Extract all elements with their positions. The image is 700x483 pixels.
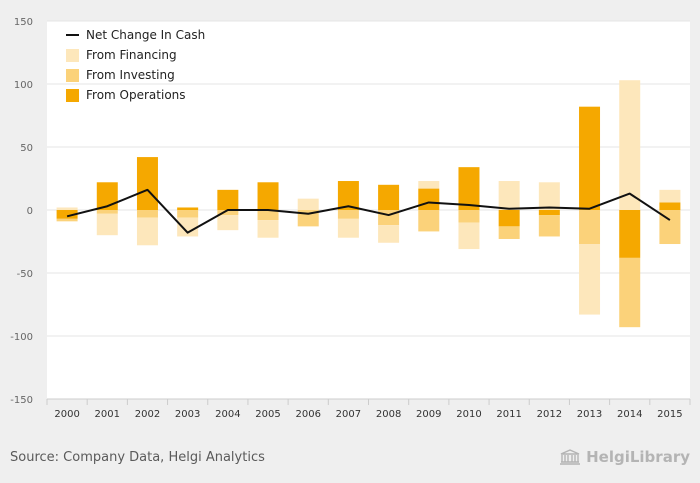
bar-from-investing-2000[interactable] [56, 218, 78, 222]
legend-label[interactable]: From Operations [86, 88, 186, 102]
library-building-icon [560, 449, 581, 465]
x-tick-label: 2013 [577, 409, 602, 420]
bar-from-financing-2002[interactable] [136, 217, 158, 246]
legend-label[interactable]: From Investing [86, 68, 175, 82]
legend-label[interactable]: From Financing [86, 48, 177, 62]
legend-swatch [66, 69, 79, 82]
x-tick-label: 2011 [496, 409, 521, 420]
bar-from-operations-2008[interactable] [378, 184, 400, 210]
bar-from-investing-2001[interactable] [96, 210, 118, 214]
x-tick-label: 2015 [657, 409, 682, 420]
legend-label[interactable]: Net Change In Cash [86, 28, 205, 42]
x-tick-label: 2000 [54, 409, 79, 420]
bar-from-operations-2011[interactable] [498, 210, 520, 227]
bar-from-financing-2000[interactable] [56, 207, 78, 210]
bar-from-financing-2006[interactable] [297, 198, 319, 210]
x-tick-label: 2001 [95, 409, 120, 420]
y-tick-label: 150 [14, 17, 33, 28]
bar-from-investing-2004[interactable] [217, 210, 239, 216]
bar-from-operations-2005[interactable] [257, 182, 279, 210]
bar-from-investing-2003[interactable] [177, 210, 199, 218]
bar-from-investing-2014[interactable] [619, 257, 641, 328]
bar-from-operations-2004[interactable] [217, 189, 239, 210]
bar-from-financing-2010[interactable] [458, 222, 480, 250]
net-change-line[interactable] [66, 188, 671, 234]
bar-from-operations-2015[interactable] [659, 202, 681, 210]
x-tick-label: 2006 [295, 409, 320, 420]
bar-from-financing-2004[interactable] [217, 215, 239, 231]
x-tick-label: 2012 [537, 409, 562, 420]
bar-from-financing-2001[interactable] [96, 213, 118, 236]
y-tick-label: -50 [17, 269, 33, 280]
bar-from-operations-2012[interactable] [538, 210, 560, 216]
bar-from-investing-2011[interactable] [498, 226, 520, 239]
bar-from-operations-2000[interactable] [56, 210, 78, 219]
brand-logo[interactable]: HelgiLibrary [559, 448, 690, 466]
bar-from-financing-2014[interactable] [619, 80, 641, 210]
y-tick-label: -100 [10, 332, 33, 343]
bar-from-investing-2002[interactable] [136, 210, 158, 218]
bar-from-financing-2012[interactable] [538, 182, 560, 210]
bar-from-operations-2003[interactable] [177, 207, 199, 210]
bar-from-investing-2007[interactable] [337, 210, 359, 219]
x-tick-label: 2004 [215, 409, 240, 420]
bar-from-financing-2009[interactable] [418, 181, 440, 189]
x-tick-label: 2010 [456, 409, 481, 420]
bar-from-operations-2014[interactable] [619, 210, 641, 258]
bar-from-financing-2003[interactable] [177, 217, 199, 237]
bar-from-operations-2002[interactable] [136, 157, 158, 210]
bar-from-operations-2007[interactable] [337, 181, 359, 210]
x-tick-label: 2014 [617, 409, 642, 420]
bar-from-financing-2015[interactable] [659, 189, 681, 203]
bar-from-operations-2013[interactable] [579, 106, 601, 210]
source-note: Source: Company Data, Helgi Analytics [10, 450, 265, 465]
bar-from-investing-2015[interactable] [659, 210, 681, 245]
legend-swatch [66, 49, 79, 62]
cash-flow-chart: 150 100 50 0 -50 -100 -150 2000 2001 2002 2003 2004… [10, 17, 691, 420]
y-tick-label: -150 [10, 395, 33, 406]
bar-from-investing-2009[interactable] [418, 210, 440, 232]
bar-from-financing-2011[interactable] [498, 181, 520, 210]
x-tick-label: 2002 [135, 409, 160, 420]
x-tick-label: 2003 [175, 409, 200, 420]
bar-from-investing-2010[interactable] [458, 210, 480, 223]
legend-swatch [66, 89, 79, 102]
x-tick-label: 2007 [336, 409, 361, 420]
bar-from-financing-2007[interactable] [337, 218, 359, 238]
bar-from-financing-2005[interactable] [257, 220, 279, 238]
bar-from-financing-2008[interactable] [378, 225, 400, 243]
y-tick-label: 50 [20, 143, 33, 154]
bar-from-investing-2013[interactable] [579, 210, 601, 245]
brand-name: HelgiLibrary [586, 448, 690, 466]
y-tick-label: 0 [27, 206, 33, 217]
x-tick-label: 2005 [255, 409, 280, 420]
x-tick-label: 2008 [376, 409, 401, 420]
bar-from-financing-2013[interactable] [579, 244, 601, 315]
bar-from-operations-2009[interactable] [418, 188, 440, 210]
bar-from-operations-2010[interactable] [458, 167, 480, 210]
bar-from-investing-2005[interactable] [257, 210, 279, 221]
bar-from-investing-2012[interactable] [538, 215, 560, 237]
x-tick-label: 2009 [416, 409, 441, 420]
y-tick-label: 100 [14, 80, 33, 91]
